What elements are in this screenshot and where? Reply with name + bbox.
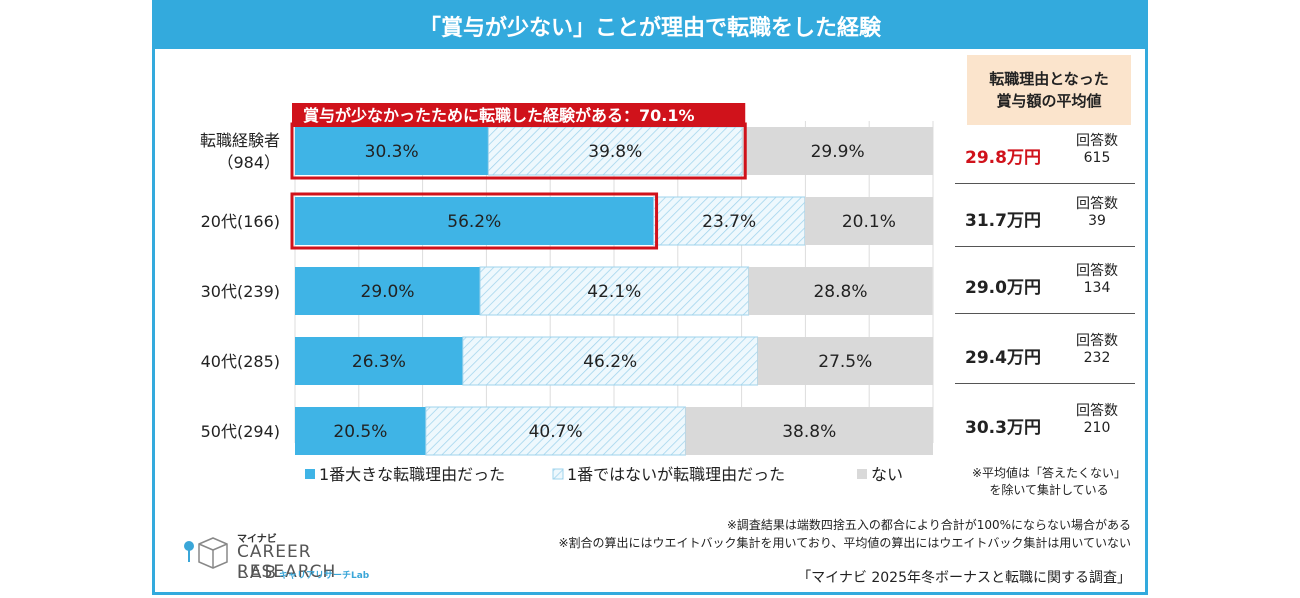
average-value: 29.4万円 — [965, 348, 1041, 368]
bar-value-label: 39.8% — [588, 142, 642, 162]
bar-segment-3 — [685, 407, 933, 455]
average-row-divider — [955, 246, 1135, 247]
legend-swatch — [305, 469, 315, 479]
logo-line2: LAB — [237, 563, 280, 583]
footnote-rounding: ※調査結果は端数四捨五入の都合により合計が100%にならない場合がある — [726, 518, 1131, 532]
category-label: 転職経験者 — [200, 131, 280, 150]
bar-segment-2 — [653, 196, 806, 246]
average-value: 30.3万円 — [965, 418, 1041, 438]
response-count: 回答数 210 — [1071, 403, 1123, 437]
category-label: 40代(285) — [201, 352, 280, 371]
legend-label: ない — [871, 465, 903, 484]
source-citation: 「マイナビ 2025年冬ボーナスと転職に関する調査」 — [797, 570, 1131, 586]
average-value: 29.8万円 — [965, 148, 1041, 168]
bar-value-label: 23.7% — [702, 212, 756, 232]
bar-segment-1 — [295, 197, 654, 245]
bar-segment-2 — [425, 406, 686, 456]
response-count: 回答数 134 — [1071, 263, 1123, 297]
response-count-label: 回答数 — [1076, 333, 1118, 349]
bar-segment-1 — [295, 127, 489, 175]
bar-segment-2 — [487, 126, 743, 176]
response-count-label: 回答数 — [1076, 263, 1118, 279]
legend-swatch — [552, 468, 564, 480]
category-label: 30代(239) — [201, 282, 280, 301]
response-count-label: 回答数 — [1076, 196, 1118, 212]
bar-segment-1 — [295, 407, 426, 455]
logo-line1: CAREER RESEARCH — [237, 542, 337, 582]
bar-value-label: 46.2% — [583, 352, 637, 372]
bar-value-label: 38.8% — [782, 422, 836, 442]
response-count-value: 39 — [1088, 213, 1106, 229]
legend-label: 1番大きな転職理由だった — [319, 465, 505, 484]
response-count-value: 210 — [1083, 420, 1111, 436]
category-label: （984） — [217, 153, 280, 172]
average-note: ※平均値は「答えたくない」 を除いて集計している — [961, 465, 1137, 499]
bar-value-label: 42.1% — [587, 282, 641, 302]
bar-segment-2 — [462, 336, 759, 386]
bar-segment-1 — [295, 267, 481, 315]
response-count: 回答数 615 — [1071, 133, 1123, 167]
legend-label: 1番ではないが転職理由だった — [567, 465, 785, 484]
bar-segment-3 — [742, 127, 933, 175]
bar-value-label: 28.8% — [813, 282, 867, 302]
bar-segment-3 — [748, 267, 933, 315]
average-note-line2: を除いて集計している — [989, 483, 1109, 497]
average-value: 29.0万円 — [965, 278, 1041, 298]
response-count-value: 134 — [1083, 280, 1111, 296]
bar-value-label: 29.0% — [361, 282, 415, 302]
logo-cube-icon — [184, 537, 228, 569]
response-count-value: 615 — [1083, 150, 1111, 166]
chart-title: 「賞与が少ない」ことが理由で転職をした経験 — [155, 3, 1145, 49]
average-value: 31.7万円 — [965, 211, 1041, 231]
bar-segment-1 — [295, 337, 463, 385]
average-row: 29.4万円 回答数 232 — [955, 323, 1135, 389]
response-count: 回答数 232 — [1071, 333, 1123, 367]
chart-frame: 「賞与が少ない」ことが理由で転職をした経験 転職経験者 （984） 30.3% 39.… — [152, 0, 1148, 595]
average-panel-header: 転職理由となった 賞与額の平均値 — [967, 55, 1131, 125]
bar-value-label: 29.9% — [811, 142, 865, 162]
average-row: 29.8万円 回答数 615 — [955, 123, 1135, 189]
annotation-box — [292, 103, 746, 127]
average-row-divider — [955, 183, 1135, 184]
bar-segment-2 — [479, 266, 750, 316]
logo-subtitle: キャリアリサーチLab — [279, 571, 370, 581]
annotation-text: 賞与が少なかったために転職した経験がある：70.1% — [303, 106, 695, 125]
bar-value-label: 30.3% — [365, 142, 419, 162]
response-count-label: 回答数 — [1076, 133, 1118, 149]
highlight-box-20s — [290, 192, 659, 250]
bar-segment-3 — [757, 337, 933, 385]
bar-value-label: 20.5% — [333, 422, 387, 442]
bar-segment-3 — [804, 197, 933, 245]
category-label: 20代(166) — [201, 212, 280, 231]
response-count-label: 回答数 — [1076, 403, 1118, 419]
career-research-lab-logo: マイナビ CAREER RESEARCH LAB キャリアリサーチLab — [177, 528, 407, 588]
average-row-divider — [955, 313, 1135, 314]
bar-value-label: 27.5% — [818, 352, 872, 372]
average-row-divider — [955, 383, 1135, 384]
response-count-value: 232 — [1083, 350, 1111, 366]
footnote-weighting: ※割合の算出にはウエイトバック集計を用いており、平均値の算出にはウエイトバック集… — [558, 536, 1132, 550]
logo-brand: マイナビ — [237, 534, 277, 545]
legend-swatch — [857, 469, 867, 479]
bar-value-label: 56.2% — [447, 212, 501, 232]
category-label: 50代(294) — [201, 422, 280, 441]
average-header-line2: 賞与額の平均値 — [996, 92, 1102, 110]
average-header-line1: 転職理由となった — [989, 70, 1109, 88]
average-row: 31.7万円 回答数 39 — [955, 186, 1135, 252]
bar-value-label: 20.1% — [842, 212, 896, 232]
average-row: 30.3万円 回答数 210 — [955, 393, 1135, 459]
average-note-line1: ※平均値は「答えたくない」 — [971, 466, 1127, 480]
average-row: 29.0万円 回答数 134 — [955, 253, 1135, 319]
response-count: 回答数 39 — [1071, 196, 1123, 230]
bar-value-label: 26.3% — [352, 352, 406, 372]
stacked-bar-chart: 転職経験者 （984） 30.3% 39.8% 29.9% 20代(166) 56.2% 23… — [200, 103, 934, 484]
bar-value-label: 40.7% — [529, 422, 583, 442]
